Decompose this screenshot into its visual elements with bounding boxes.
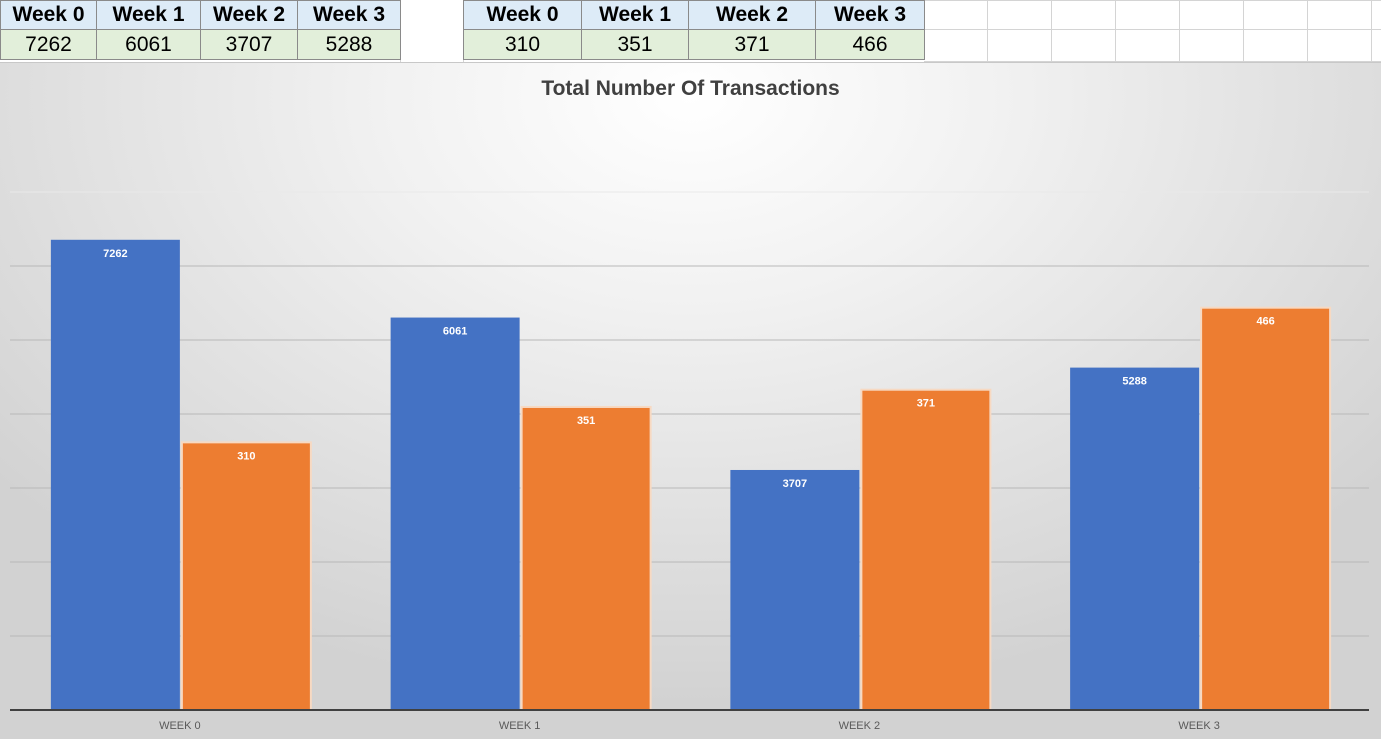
- bar[interactable]: [1070, 367, 1200, 710]
- chart-area[interactable]: Total Number Of Transactions 7262 310 WEEK…: [0, 62, 1381, 739]
- data-table-primary: Week 0 Week 1 Week 2 Week 3 7262 6061 37…: [0, 0, 401, 60]
- sheet-gridline: [1243, 0, 1244, 62]
- sheet-gridline: [924, 0, 1381, 1]
- header-row: Week 0 Week 1 Week 2 Week 3: [463, 0, 925, 30]
- sheet-gridline: [1051, 0, 1052, 62]
- data-label: 310: [237, 450, 255, 462]
- header-cell-week-3[interactable]: Week 3: [297, 0, 401, 30]
- value-cell-week-0[interactable]: 7262: [0, 29, 97, 60]
- value-cell-week-1[interactable]: 6061: [96, 29, 201, 60]
- value-cell-week-3[interactable]: 5288: [297, 29, 401, 60]
- header-cell-week-2[interactable]: Week 2: [200, 0, 298, 30]
- sheet-gridline: [987, 0, 988, 62]
- x-tick-label: WEEK 0: [159, 720, 201, 732]
- sheet-gridline: [924, 29, 1381, 30]
- data-label: 351: [577, 415, 595, 427]
- sheet-gridline: [1371, 0, 1372, 62]
- header-cell-week-2[interactable]: Week 2: [688, 0, 816, 30]
- value-row: 310 351 371 466: [463, 29, 925, 60]
- sheet-gridline: [924, 61, 1381, 62]
- sheet-gridline: [1115, 0, 1116, 62]
- chart-title: Total Number Of Transactions: [541, 77, 840, 100]
- x-tick-label: WEEK 3: [1178, 720, 1220, 732]
- value-cell-week-2[interactable]: 3707: [200, 29, 298, 60]
- sheet-gridline: [1179, 0, 1180, 62]
- header-cell-week-1[interactable]: Week 1: [581, 0, 689, 30]
- data-table-secondary: Week 0 Week 1 Week 2 Week 3 310 351 371 …: [463, 0, 925, 60]
- header-cell-week-1[interactable]: Week 1: [96, 0, 201, 30]
- value-cell-week-2[interactable]: 371: [688, 29, 816, 60]
- value-cell-week-1[interactable]: 351: [581, 29, 689, 60]
- x-tick-label: WEEK 2: [839, 720, 881, 732]
- header-cell-week-3[interactable]: Week 3: [815, 0, 925, 30]
- x-tick-label: WEEK 1: [499, 720, 541, 732]
- bar[interactable]: [1200, 306, 1332, 711]
- data-label: 371: [917, 398, 935, 410]
- data-label: 5288: [1122, 376, 1146, 388]
- data-label: 466: [1256, 316, 1274, 328]
- value-row: 7262 6061 3707 5288: [0, 29, 401, 60]
- bar[interactable]: [50, 239, 180, 710]
- data-label: 6061: [443, 326, 467, 338]
- data-label: 7262: [103, 248, 127, 260]
- sheet-gridline: [1307, 0, 1308, 62]
- value-cell-week-3[interactable]: 466: [815, 29, 925, 60]
- sheet-gridline: [400, 0, 401, 62]
- header-cell-week-0[interactable]: Week 0: [0, 0, 97, 30]
- bar[interactable]: [730, 469, 860, 710]
- header-row: Week 0 Week 1 Week 2 Week 3: [0, 0, 401, 30]
- bar[interactable]: [180, 441, 312, 711]
- value-cell-week-0[interactable]: 310: [463, 29, 582, 60]
- bar[interactable]: [520, 405, 652, 711]
- chart-plot: 7262 310 WEEK 0 6061 351 WEEK 1 3707 371 WEEK 2 5…: [10, 191, 1369, 732]
- data-label: 3707: [783, 478, 807, 490]
- bar[interactable]: [390, 317, 520, 710]
- header-cell-week-0[interactable]: Week 0: [463, 0, 582, 30]
- bar[interactable]: [860, 388, 992, 711]
- spreadsheet-area: Week 0 Week 1 Week 2 Week 3 7262 6061 37…: [0, 0, 1381, 62]
